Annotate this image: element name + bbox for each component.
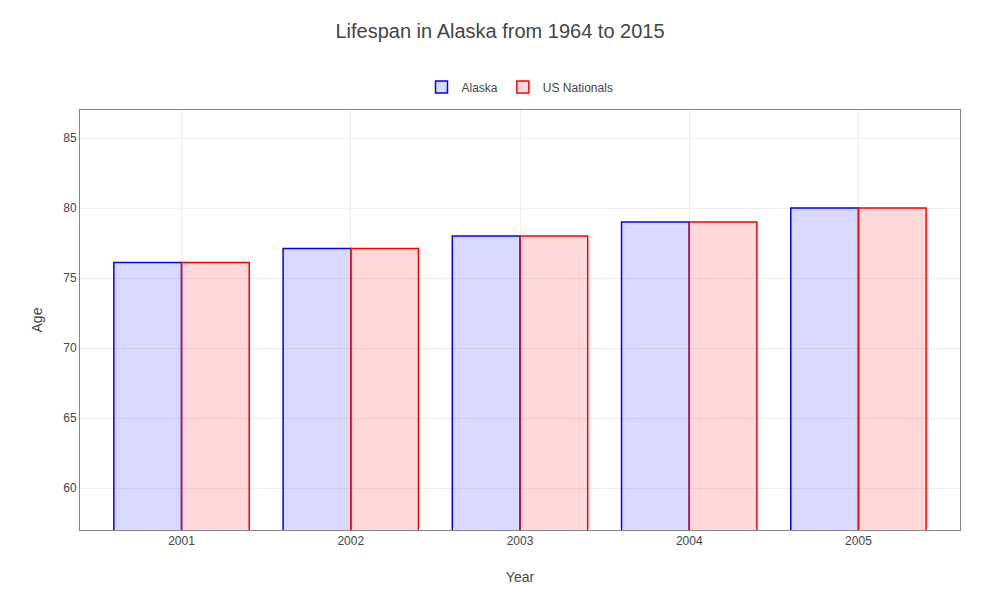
svg-text:2003: 2003 [507,534,534,548]
svg-text:US Nationals: US Nationals [543,81,613,95]
svg-text:85: 85 [63,131,77,145]
svg-text:80: 80 [63,201,77,215]
svg-text:70: 70 [63,341,77,355]
svg-text:Year: Year [506,569,535,585]
svg-text:Alaska: Alaska [462,81,498,95]
svg-text:Age: Age [29,307,45,332]
svg-text:2005: 2005 [845,534,872,548]
svg-text:75: 75 [63,271,77,285]
svg-text:2001: 2001 [168,534,195,548]
svg-text:2002: 2002 [337,534,364,548]
svg-text:60: 60 [63,481,77,495]
svg-text:65: 65 [63,411,77,425]
svg-text:Lifespan in Alaska from 1964 t: Lifespan in Alaska from 1964 to 2015 [335,20,664,42]
svg-text:2004: 2004 [676,534,703,548]
